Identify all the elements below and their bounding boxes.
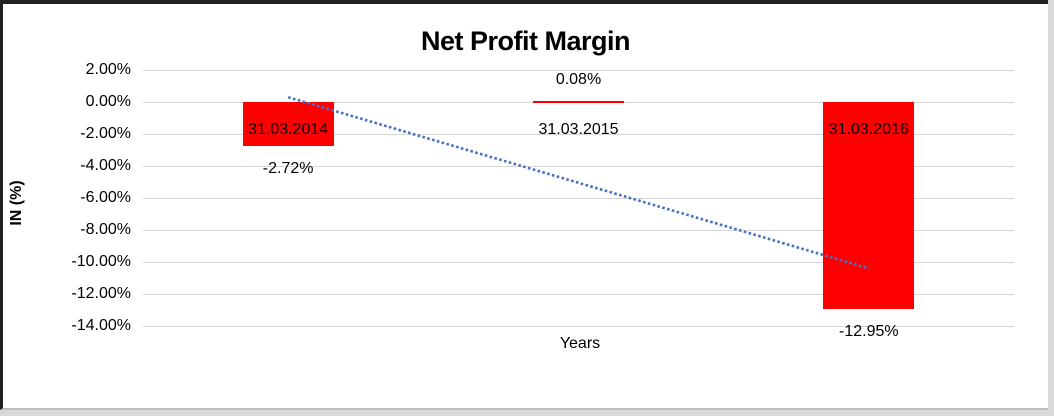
value-label: -12.95%: [839, 323, 899, 341]
y-tick-label: -8.00%: [80, 221, 131, 238]
category-label: 31.03.2014: [248, 121, 329, 138]
y-tick-label: -6.00%: [80, 189, 131, 206]
gridline: [143, 70, 1014, 71]
y-tick-label: 2.00%: [85, 61, 131, 78]
y-tick-label: -2.00%: [80, 125, 131, 142]
y-tick-label: -12.00%: [71, 285, 131, 302]
gridline: [143, 294, 1014, 295]
y-tick-label: 0.00%: [85, 93, 131, 110]
value-label: 0.08%: [555, 70, 602, 88]
x-axis-title: Years: [559, 335, 601, 352]
y-tick-label: -4.00%: [80, 157, 131, 174]
net-profit-margin-chart: Net Profit Margin IN (%) Years 2.00% 0.00…: [0, 0, 1048, 410]
category-label: 31.03.2015: [538, 121, 619, 138]
y-tick-label: -14.00%: [71, 317, 131, 334]
gridline: [143, 326, 1014, 327]
bar-31.03.2015: [533, 100, 624, 103]
category-label: 31.03.2016: [828, 121, 909, 138]
value-label: -2.72%: [262, 159, 314, 177]
chart-title: Net Profit Margin: [420, 26, 631, 56]
y-tick-label: -10.00%: [71, 253, 131, 270]
